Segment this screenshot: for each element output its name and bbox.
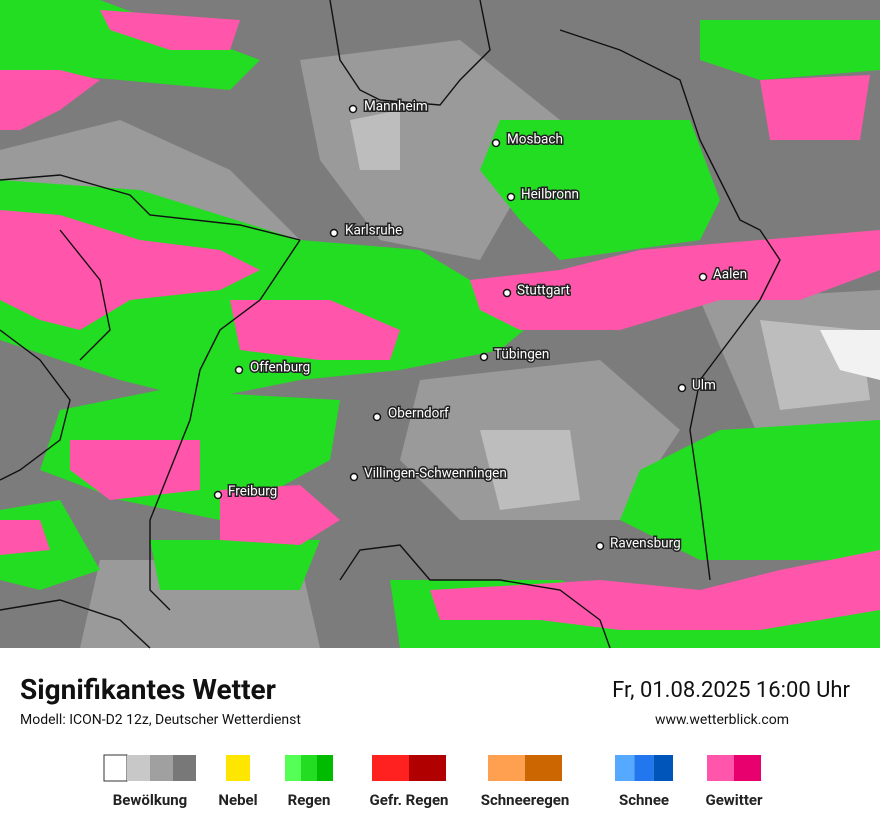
city-label: Freiburg [228, 484, 277, 500]
city: Mosbach [491, 130, 564, 149]
datetime: Fr, 01.08.2025 16:00 Uhr [612, 678, 850, 703]
legend-swatch [150, 755, 173, 781]
city-label: Tübingen [494, 347, 549, 363]
model: Modell: ICON-D2 12z, Deutscher Wetterdie… [20, 712, 301, 728]
city: Villingen-Schwenningen [349, 464, 508, 483]
legend-swatch [488, 755, 525, 781]
legend-swatch [615, 755, 635, 781]
city-label: Stuttgart [517, 283, 570, 299]
website: www.wetterblick.com [655, 712, 789, 728]
city: Offenburg [234, 358, 312, 377]
city-label: Mannheim [364, 99, 428, 115]
legend-swatch [409, 755, 446, 781]
city-label: Aalen [713, 267, 747, 283]
legend-swatch [634, 755, 654, 781]
legend-group: Regen [285, 755, 333, 809]
cities: Mannheim Mosbach Heilbronn Karlsruhe Stu… [213, 97, 749, 553]
city-label: Ulm [692, 378, 716, 394]
footer: Signifikantes Wetter Modell: ICON-D2 12z… [20, 673, 851, 728]
legend-label: Gefr. Regen [370, 791, 449, 809]
legend-label: Regen [288, 791, 331, 809]
city: Aalen [698, 265, 749, 284]
city: Ravensburg [595, 534, 682, 553]
legend-label: Bewölkung [113, 791, 188, 809]
legend-swatch [734, 755, 761, 781]
legend: Bewölkung Nebel Regen Gefr. Regen Schnee… [103, 754, 763, 809]
legend-swatch [103, 754, 128, 782]
city: Ulm [677, 376, 717, 395]
legend-label: Schnee [619, 791, 669, 809]
city-label: Mosbach [507, 132, 563, 148]
legend-group: Schnee [615, 755, 673, 809]
city-label: Oberndorf [388, 406, 449, 422]
legend-label: Schneeregen [481, 791, 570, 809]
legend-group: Bewölkung [103, 754, 196, 809]
legend-swatch [707, 755, 734, 781]
title: Signifikantes Wetter [20, 673, 276, 706]
city-label: Heilbronn [521, 187, 579, 203]
legend-swatch [285, 755, 301, 781]
legend-group: Schneeregen [481, 755, 570, 809]
legend-swatch [525, 755, 562, 781]
legend-label: Nebel [218, 791, 257, 809]
map [0, 0, 880, 649]
legend-swatch [127, 755, 150, 781]
city: Karlsruhe [329, 221, 404, 240]
legend-swatch [226, 755, 250, 781]
city: Oberndorf [372, 404, 451, 423]
city: Heilbronn [506, 185, 581, 204]
legend-swatch [653, 755, 673, 781]
legend-swatch [301, 755, 317, 781]
city: Freiburg [213, 482, 279, 501]
legend-group: Nebel [218, 755, 258, 809]
city: Tübingen [479, 345, 551, 364]
legend-swatch [173, 755, 196, 781]
city: Stuttgart [502, 281, 571, 300]
legend-swatch [317, 755, 333, 781]
legend-group: Gewitter [705, 755, 763, 809]
city: Mannheim [348, 97, 429, 116]
city-label: Ravensburg [610, 536, 681, 552]
legend-swatch [372, 755, 409, 781]
legend-group: Gefr. Regen [370, 755, 449, 809]
city-label: Villingen-Schwenningen [364, 466, 507, 482]
city-label: Karlsruhe [345, 223, 402, 239]
legend-label: Gewitter [705, 791, 763, 809]
city-label: Offenburg [250, 360, 310, 376]
